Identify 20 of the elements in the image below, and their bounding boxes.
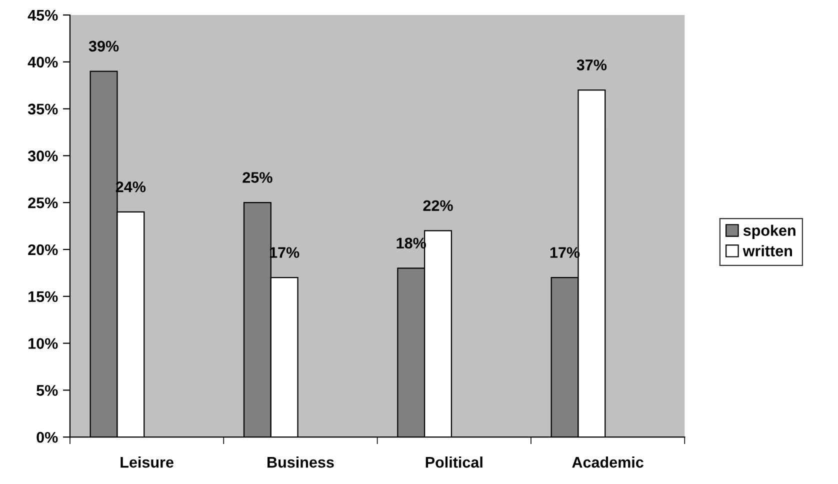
y-tick-label: 0%	[36, 432, 58, 443]
data-label: 37%	[576, 60, 607, 70]
data-label: 25%	[242, 172, 272, 183]
y-tick-label: 20%	[28, 244, 58, 256]
y-tick-label: 40%	[28, 56, 58, 68]
y-tick-label: 10%	[28, 338, 58, 349]
data-label: 22%	[423, 200, 453, 211]
x-tick-label: Political	[426, 456, 482, 468]
y-tick-label: 45%	[28, 10, 58, 21]
legend-label: spoken	[743, 224, 796, 239]
x-tick-label: Leisure	[120, 456, 174, 468]
data-label: 39%	[88, 40, 119, 52]
y-tick-label: 25%	[28, 197, 58, 208]
legend-label: written	[742, 245, 792, 256]
x-tick-label: Business	[268, 456, 334, 468]
y-tick-label: 5%	[36, 385, 58, 396]
y-tick-label: 30%	[28, 150, 58, 162]
y-tick-label: 35%	[28, 104, 58, 114]
x-tick-label: Academic	[572, 456, 644, 468]
y-tick-label: 15%	[28, 291, 58, 302]
